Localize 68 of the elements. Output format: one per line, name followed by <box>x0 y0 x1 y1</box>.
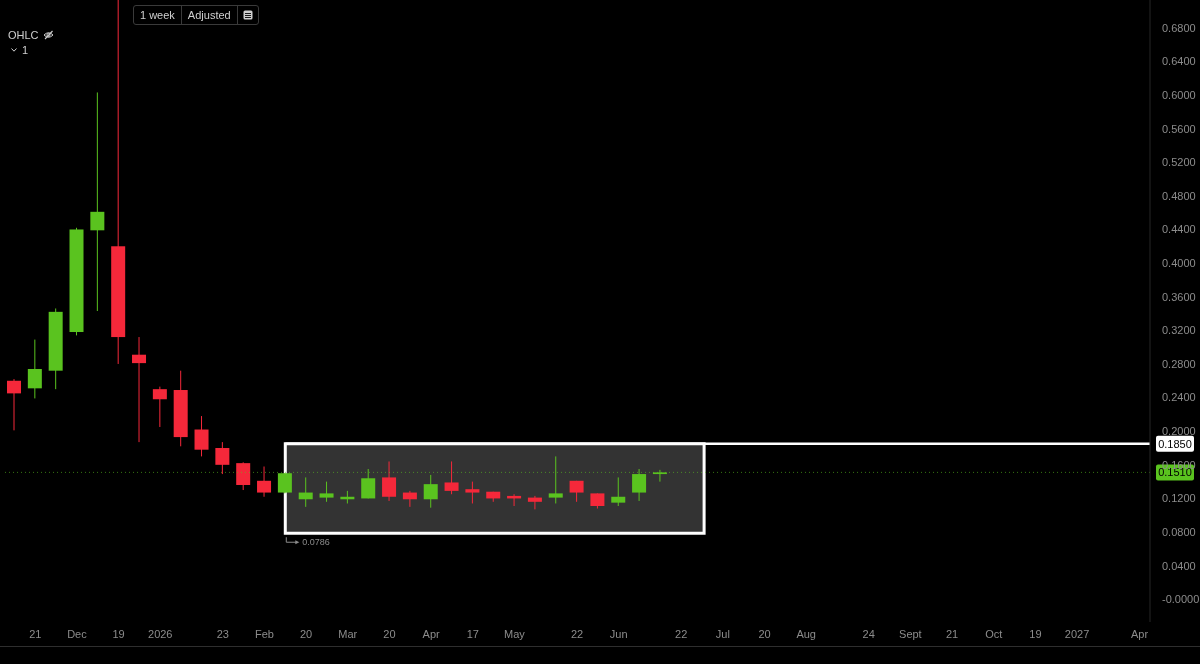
y-tick-label: 0.4800 <box>1162 189 1196 202</box>
candlestick <box>548 455 563 504</box>
candlestick <box>444 460 459 495</box>
candlestick <box>152 386 167 428</box>
x-tick-label: 21 <box>29 627 42 640</box>
x-tick-label: 21 <box>945 627 959 640</box>
band-label: 0.0786 <box>302 537 330 548</box>
y-tick-label: 0.6800 <box>1162 21 1196 34</box>
candlestick <box>236 461 251 491</box>
candlestick <box>423 474 438 509</box>
annotation: 1 week <box>140 9 175 21</box>
candlestick <box>257 466 272 498</box>
candlestick <box>215 441 230 475</box>
candlestick <box>465 481 480 504</box>
x-tick-label: 2027 <box>1064 627 1090 640</box>
candlestick <box>652 469 667 483</box>
y-tick-label: 0.5600 <box>1162 122 1196 135</box>
x-tick-label: 19 <box>112 627 125 640</box>
x-tick-label: 24 <box>862 627 875 640</box>
x-tick-label: Oct <box>985 627 1003 640</box>
x-tick-label: 2026 <box>148 627 173 640</box>
x-tick-label: 20 <box>383 627 396 640</box>
candlestick <box>27 339 42 399</box>
x-tick-label: Jun <box>609 627 628 640</box>
x-tick-label: Apr <box>1131 627 1149 640</box>
x-tick-label: 17 <box>466 627 479 640</box>
y-tick-label: 0.3600 <box>1162 290 1196 303</box>
annotation: Adjusted <box>187 9 231 21</box>
x-tick-label: Dec <box>67 627 88 640</box>
x-tick-label: Apr <box>422 627 441 640</box>
y-tick-label: 0.4400 <box>1162 223 1196 236</box>
candlestick <box>632 468 647 502</box>
x-tick-label: 19 <box>1029 627 1042 640</box>
candlestick <box>361 468 376 499</box>
y-tick-label: 0.4000 <box>1162 256 1196 269</box>
x-tick-label: Aug <box>796 627 816 640</box>
x-tick-label: May <box>504 627 526 640</box>
candlestick <box>90 91 105 312</box>
x-tick-label: 22 <box>675 627 688 640</box>
y-tick-label: 0.1200 <box>1162 492 1196 505</box>
annotation: OHLC <box>8 29 39 41</box>
x-tick-label: Feb <box>254 627 274 640</box>
x-tick-label: 20 <box>758 627 771 640</box>
y-tick-label: 0.6400 <box>1162 55 1196 68</box>
y-tick-label: 0.2800 <box>1162 357 1196 370</box>
x-tick-label: Jul <box>715 627 730 640</box>
x-tick-label: Sept <box>899 627 922 640</box>
candlestick <box>611 476 626 507</box>
candlestick <box>527 495 542 510</box>
candlestick <box>7 378 21 431</box>
y-tick-label: 0.5200 <box>1162 156 1196 169</box>
y-tick-label: 0.2000 <box>1162 425 1196 438</box>
ref-line-label: 0.1850 <box>1158 437 1192 450</box>
candlestick <box>194 415 209 457</box>
x-tick-label: 22 <box>570 627 584 640</box>
candlestick <box>319 481 334 503</box>
y-tick-label: 0.0400 <box>1162 559 1196 572</box>
y-tick-label: -0.0000 <box>1162 593 1200 606</box>
y-tick-label: 0.0800 <box>1162 525 1196 538</box>
x-tick-label: 23 <box>216 627 229 640</box>
x-tick-label: 20 <box>300 627 313 640</box>
candlestick <box>382 460 397 502</box>
candlestick <box>132 336 147 443</box>
y-tick-label: 0.2400 <box>1162 391 1196 404</box>
x-tick-label: Mar <box>338 627 358 640</box>
y-tick-label: 0.6000 <box>1162 88 1196 101</box>
y-tick-label: 0.3200 <box>1162 324 1196 337</box>
annotation: 1 <box>22 44 29 56</box>
